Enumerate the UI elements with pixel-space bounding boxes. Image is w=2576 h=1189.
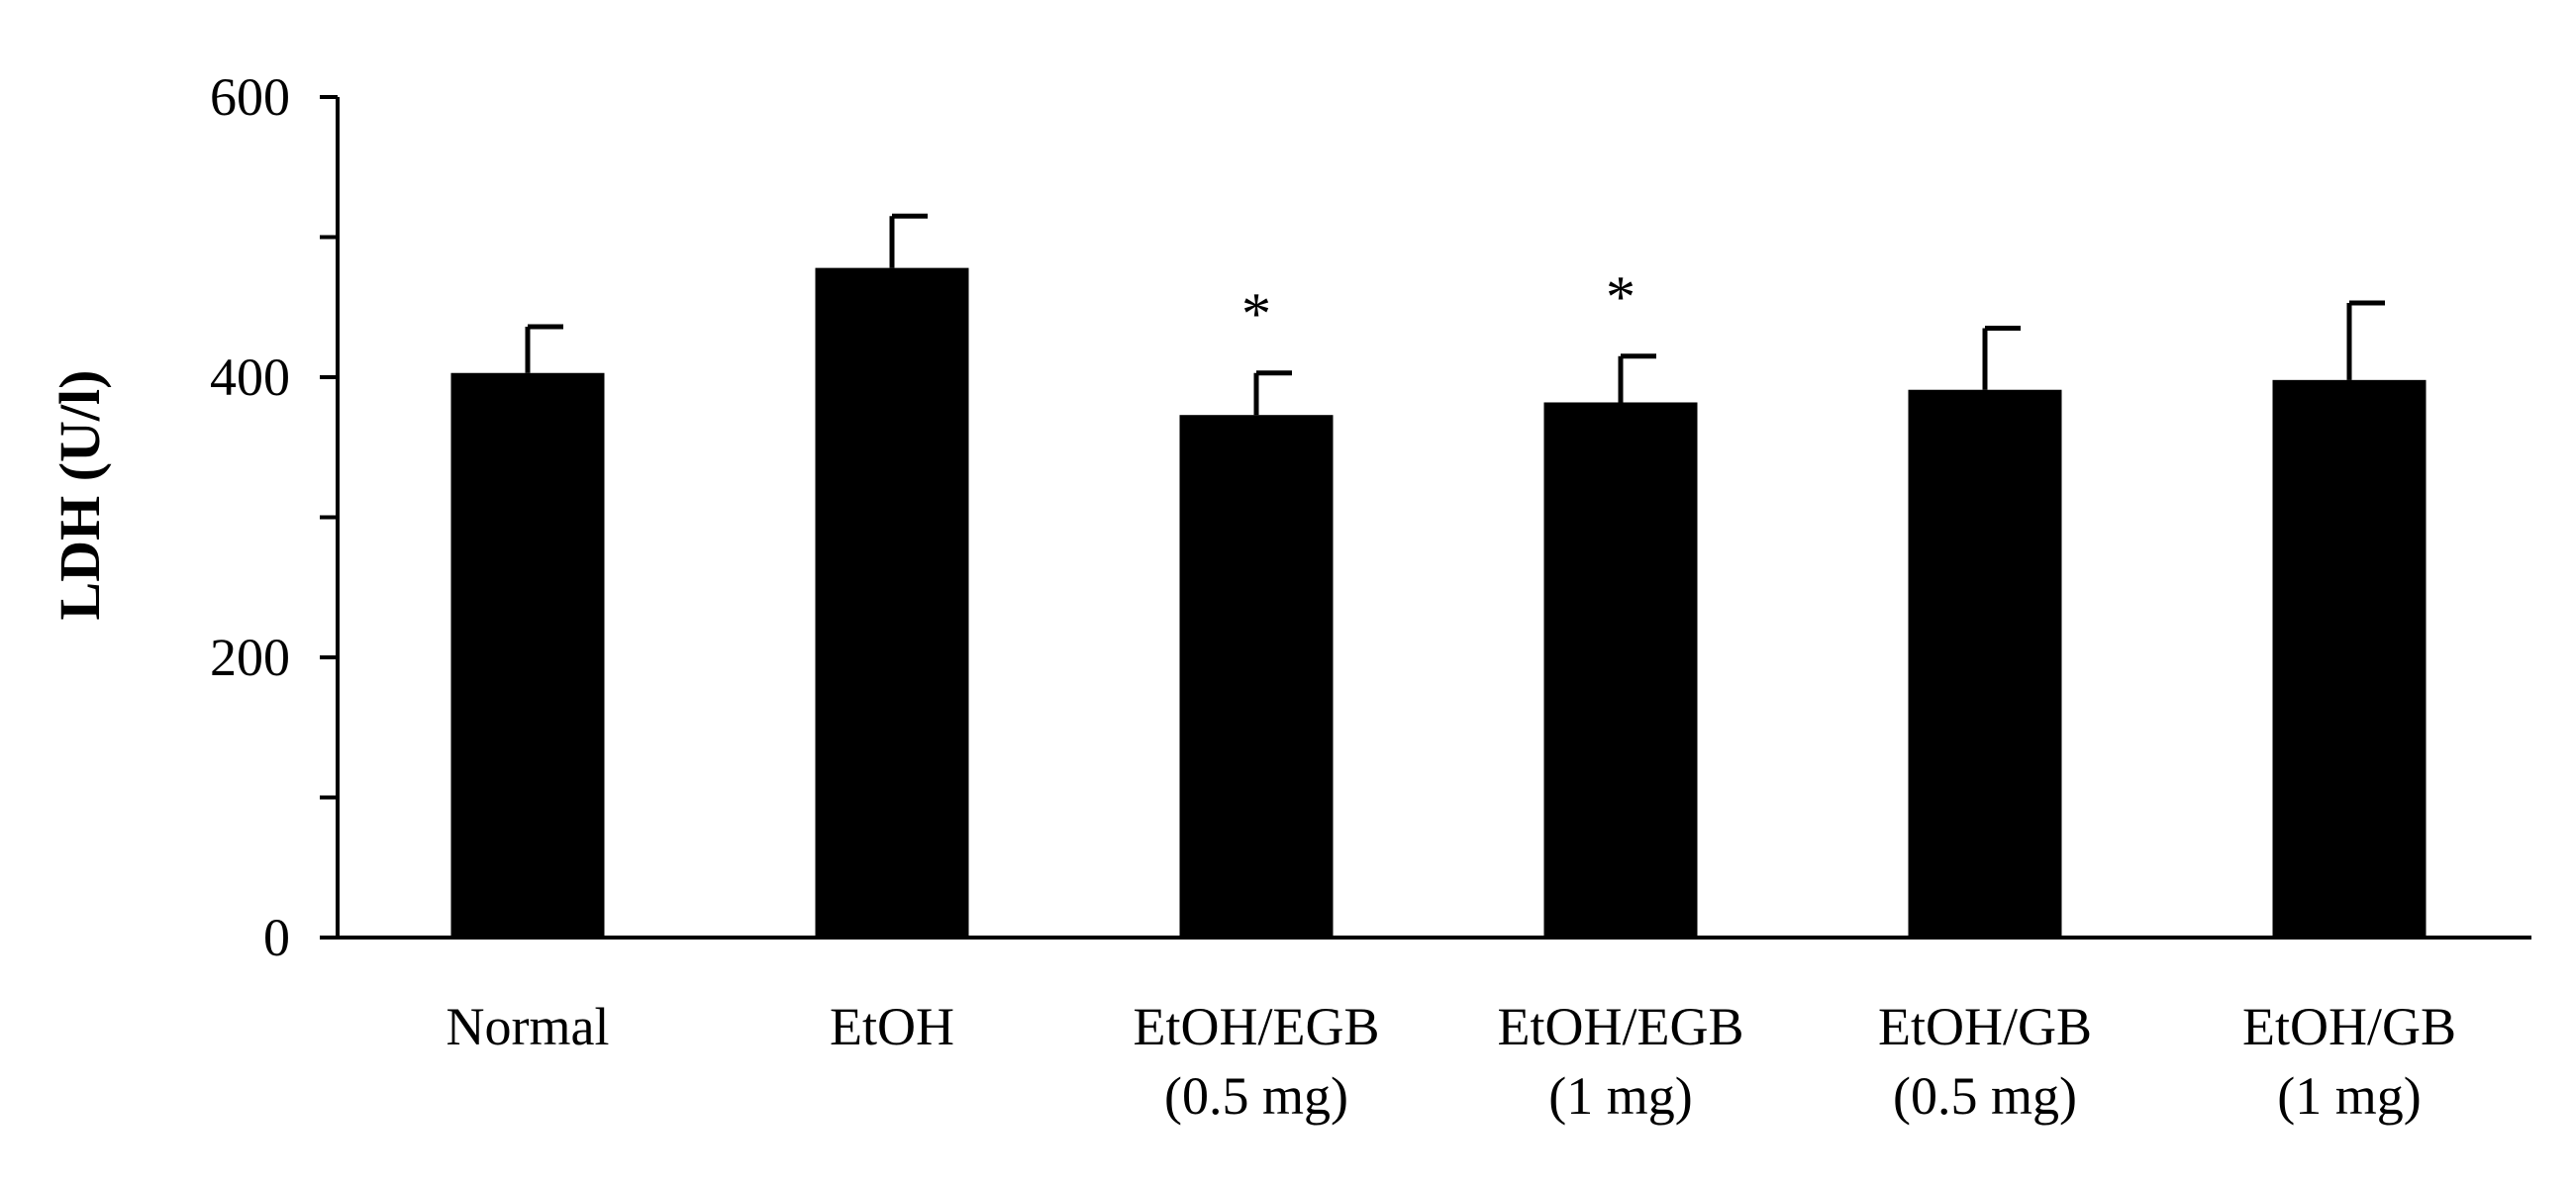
x-tick-label: EtOH/GB xyxy=(2242,997,2456,1056)
bar xyxy=(1179,415,1334,939)
bar xyxy=(1543,402,1698,939)
x-tick-label: EtOH/EGB xyxy=(1498,997,1744,1056)
bar xyxy=(815,267,969,938)
bars xyxy=(450,267,2427,939)
y-tick-label: 400 xyxy=(210,347,290,407)
y-axis-label: LDH (U/l) xyxy=(48,370,112,621)
error-bars xyxy=(525,213,2385,416)
x-tick-label: (0.5 mg) xyxy=(1164,1066,1348,1126)
x-tick-label: (1 mg) xyxy=(2277,1066,2421,1126)
x-tick-label: (0.5 mg) xyxy=(1893,1066,2077,1126)
labels: Normal EtOH * EtOH/EGB (0.5 mg) * EtOH/EGB (1 m… xyxy=(446,264,2456,1126)
x-tick-label: (1 mg) xyxy=(1548,1066,1692,1126)
axes: 0 200 400 600 xyxy=(210,67,2531,967)
significance-marker: * xyxy=(1241,281,1271,347)
x-tick-label: EtOH/GB xyxy=(1878,997,2092,1056)
significance-marker: * xyxy=(1606,264,1635,330)
bar xyxy=(2272,379,2427,939)
y-tick-label: 600 xyxy=(210,67,290,127)
x-tick-label: EtOH xyxy=(830,997,954,1056)
y-tick-label: 200 xyxy=(210,628,290,687)
x-tick-label: Normal xyxy=(446,997,610,1056)
x-tick-label: EtOH/EGB xyxy=(1134,997,1380,1056)
bar xyxy=(450,372,605,938)
bar xyxy=(1908,389,2062,938)
y-tick-label: 0 xyxy=(263,908,290,967)
